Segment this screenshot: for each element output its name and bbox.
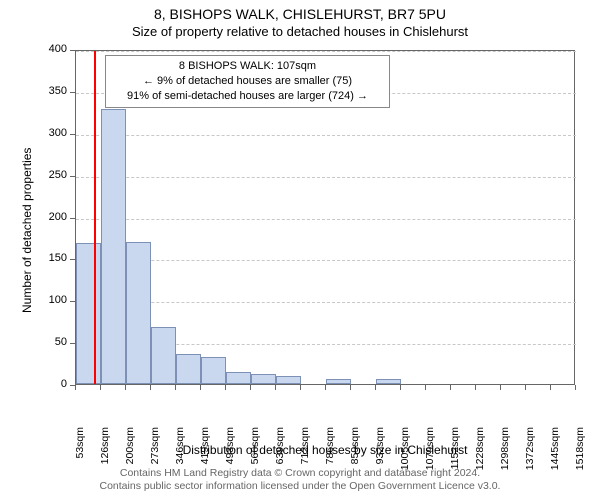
x-tick-label: 786sqm xyxy=(324,427,336,487)
grid-line xyxy=(76,135,576,136)
title-subtitle: Size of property relative to detached ho… xyxy=(0,24,600,40)
x-tick-label: 1152sqm xyxy=(449,427,461,487)
x-tick-mark xyxy=(125,385,126,390)
histogram-bar xyxy=(201,357,226,384)
y-tick-label: 250 xyxy=(35,169,67,181)
histogram-bar xyxy=(151,327,176,384)
histogram-bar xyxy=(251,374,276,384)
x-tick-label: 639sqm xyxy=(274,427,286,487)
grid-line xyxy=(76,51,576,52)
x-tick-mark xyxy=(275,385,276,390)
histogram-bar xyxy=(226,372,251,384)
x-tick-label: 346sqm xyxy=(174,427,186,487)
x-tick-label: 859sqm xyxy=(349,427,361,487)
x-tick-label: 1228sqm xyxy=(474,427,486,487)
histogram-bar xyxy=(376,379,401,384)
x-tick-label: 126sqm xyxy=(99,427,111,487)
x-tick-label: 200sqm xyxy=(124,427,136,487)
x-tick-mark xyxy=(525,385,526,390)
x-tick-label: 1005sqm xyxy=(399,427,411,487)
x-tick-label: 1298sqm xyxy=(499,427,511,487)
annotation-line: 8 BISHOPS WALK: 107sqm xyxy=(112,59,383,74)
x-tick-label: 273sqm xyxy=(149,427,161,487)
x-tick-mark xyxy=(425,385,426,390)
histogram-bar xyxy=(326,379,351,384)
grid-line xyxy=(76,177,576,178)
y-tick-mark xyxy=(70,176,75,177)
x-tick-label: 1372sqm xyxy=(524,427,536,487)
x-tick-mark xyxy=(250,385,251,390)
annotation-box: 8 BISHOPS WALK: 107sqm← 9% of detached h… xyxy=(105,55,390,108)
x-tick-label: 1518sqm xyxy=(574,427,586,487)
y-tick-mark xyxy=(70,134,75,135)
y-tick-mark xyxy=(70,259,75,260)
title-address: 8, BISHOPS WALK, CHISLEHURST, BR7 5PU xyxy=(0,0,600,24)
y-tick-mark xyxy=(70,301,75,302)
y-tick-label: 350 xyxy=(35,85,67,97)
y-axis-label: Number of detached properties xyxy=(20,147,34,312)
y-tick-label: 400 xyxy=(35,43,67,55)
histogram-bar xyxy=(126,242,151,384)
x-tick-mark xyxy=(325,385,326,390)
x-tick-label: 932sqm xyxy=(374,427,386,487)
x-tick-label: 419sqm xyxy=(199,427,211,487)
histogram-bar xyxy=(276,376,301,384)
property-marker-line xyxy=(94,51,96,384)
x-tick-mark xyxy=(575,385,576,390)
y-tick-mark xyxy=(70,218,75,219)
x-tick-label: 1079sqm xyxy=(424,427,436,487)
y-tick-label: 300 xyxy=(35,127,67,139)
y-tick-label: 50 xyxy=(35,336,67,348)
x-tick-label: 493sqm xyxy=(224,427,236,487)
x-tick-mark xyxy=(200,385,201,390)
x-tick-mark xyxy=(500,385,501,390)
histogram-bar xyxy=(101,109,126,384)
grid-line xyxy=(76,260,576,261)
x-tick-mark xyxy=(400,385,401,390)
x-tick-mark xyxy=(75,385,76,390)
page-root: { "title": { "address": "8, BISHOPS WALK… xyxy=(0,0,600,500)
y-tick-label: 100 xyxy=(35,294,67,306)
annotation-line: 91% of semi-detached houses are larger (… xyxy=(112,89,383,104)
y-tick-label: 150 xyxy=(35,252,67,264)
x-tick-label: 53sqm xyxy=(74,427,86,487)
grid-line xyxy=(76,302,576,303)
x-tick-mark xyxy=(550,385,551,390)
x-tick-mark xyxy=(225,385,226,390)
histogram-bar xyxy=(176,354,201,384)
x-tick-mark xyxy=(475,385,476,390)
x-tick-mark xyxy=(300,385,301,390)
x-tick-mark xyxy=(175,385,176,390)
x-tick-label: 566sqm xyxy=(249,427,261,487)
grid-line xyxy=(76,219,576,220)
y-tick-label: 0 xyxy=(35,378,67,390)
x-tick-mark xyxy=(100,385,101,390)
y-tick-label: 200 xyxy=(35,211,67,223)
x-tick-mark xyxy=(450,385,451,390)
x-tick-mark xyxy=(150,385,151,390)
annotation-line: ← 9% of detached houses are smaller (75) xyxy=(112,74,383,89)
x-tick-mark xyxy=(375,385,376,390)
y-tick-mark xyxy=(70,343,75,344)
x-tick-label: 712sqm xyxy=(299,427,311,487)
histogram-bar xyxy=(76,243,101,384)
x-tick-mark xyxy=(350,385,351,390)
y-tick-mark xyxy=(70,50,75,51)
y-tick-mark xyxy=(70,92,75,93)
x-tick-label: 1445sqm xyxy=(549,427,561,487)
